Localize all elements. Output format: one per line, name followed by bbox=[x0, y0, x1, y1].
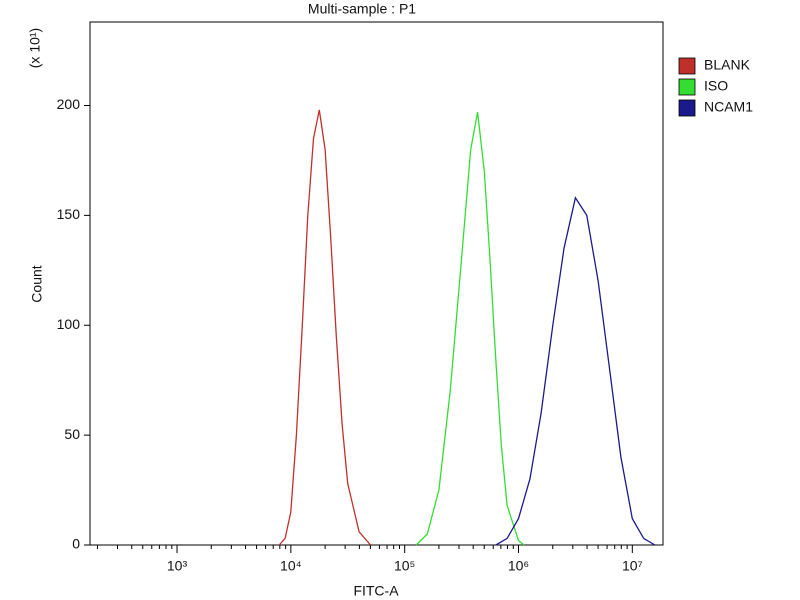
x-tick-label: 10⁶ bbox=[508, 558, 529, 574]
x-tick-label: 10⁵ bbox=[394, 558, 415, 574]
legend-swatch bbox=[678, 78, 696, 96]
y-tick-label: 200 bbox=[57, 96, 81, 112]
y-tick-label: 50 bbox=[64, 426, 80, 442]
x-tick-label: 10⁷ bbox=[622, 558, 643, 574]
series-line bbox=[278, 109, 371, 546]
x-axis-label: FITC-A bbox=[353, 583, 399, 599]
plot-frame bbox=[89, 21, 664, 546]
x-tick-label: 10³ bbox=[167, 558, 188, 574]
series-line bbox=[495, 196, 656, 546]
legend-swatch bbox=[678, 99, 696, 117]
y-multiplier: (x 10¹) bbox=[27, 28, 43, 68]
x-tick-label: 10⁴ bbox=[280, 558, 302, 574]
legend-label: ISO bbox=[704, 78, 728, 94]
y-axis-label: Count bbox=[29, 265, 45, 302]
y-tick-label: 150 bbox=[57, 206, 81, 222]
series-line bbox=[415, 111, 525, 546]
y-tick-label: 0 bbox=[72, 536, 80, 552]
legend-label: BLANK bbox=[704, 57, 751, 73]
chart-title: Multi-sample : P1 bbox=[308, 1, 416, 17]
y-tick-label: 100 bbox=[57, 316, 81, 332]
legend-label: NCAM1 bbox=[704, 99, 753, 115]
legend-swatch bbox=[678, 57, 696, 75]
